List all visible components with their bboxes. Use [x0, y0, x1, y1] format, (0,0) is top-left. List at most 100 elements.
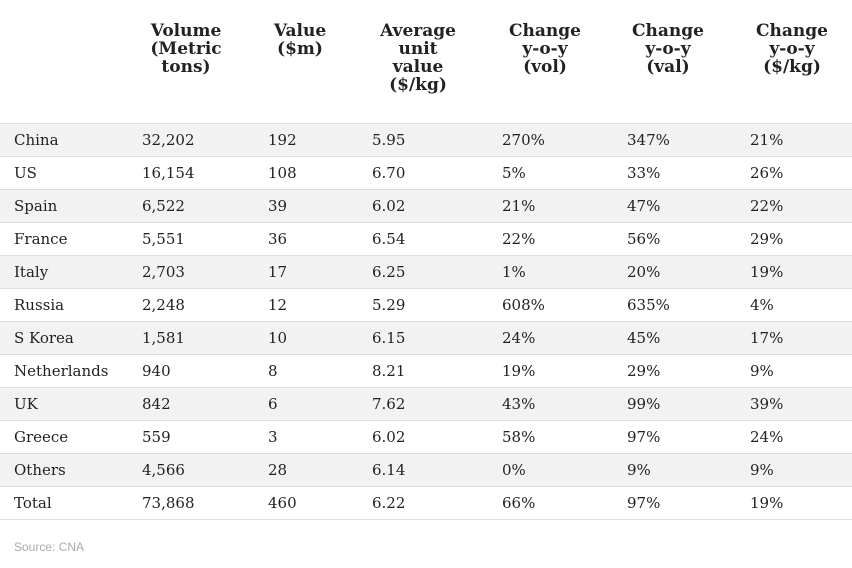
cell-change-vol: 22%: [502, 230, 536, 248]
table-row: China 32,202 192 5.95 270% 347% 21%: [0, 124, 852, 157]
cell-unit-value: 6.02: [372, 428, 406, 446]
cell-change-val: 47%: [627, 197, 661, 215]
header-unit-value: Average unit value ($/kg): [380, 21, 456, 95]
table-row: Netherlands 940 8 8.21 19% 29% 9%: [0, 355, 852, 388]
header-value: Value ($m): [273, 21, 327, 59]
cell-volume: 1,581: [142, 329, 185, 347]
cell-country: US: [14, 164, 37, 182]
cell-change-vol: 58%: [502, 428, 536, 446]
cell-country: France: [14, 230, 68, 248]
cell-value: 108: [268, 164, 297, 182]
cell-change-vol: 66%: [502, 494, 536, 512]
cell-change-kg: 39%: [750, 395, 784, 413]
cell-unit-value: 5.29: [372, 296, 406, 314]
cell-change-kg: 29%: [750, 230, 784, 248]
table-row: France 5,551 36 6.54 22% 56% 29%: [0, 223, 852, 256]
cell-unit-value: 6.02: [372, 197, 406, 215]
cell-change-vol: 270%: [502, 131, 545, 149]
table-header: Volume (Metric tons) Value ($m) Average …: [0, 0, 852, 124]
cell-country: Spain: [14, 197, 58, 215]
cell-value: 6: [268, 395, 278, 413]
cell-country: Italy: [14, 263, 49, 281]
cell-change-kg: 9%: [750, 461, 774, 479]
cell-volume: 2,248: [142, 296, 185, 314]
cell-volume: 5,551: [142, 230, 185, 248]
cell-unit-value: 6.70: [372, 164, 406, 182]
cell-change-val: 56%: [627, 230, 661, 248]
cell-value: 39: [268, 197, 288, 215]
cell-change-kg: 9%: [750, 362, 774, 380]
cell-change-vol: 43%: [502, 395, 536, 413]
cell-volume: 73,868: [142, 494, 195, 512]
cell-volume: 32,202: [142, 131, 195, 149]
cell-value: 12: [268, 296, 288, 314]
table-row: Total 73,868 460 6.22 66% 97% 19%: [0, 487, 852, 520]
cell-change-vol: 24%: [502, 329, 536, 347]
table-row: Italy 2,703 17 6.25 1% 20% 19%: [0, 256, 852, 289]
header-change-vol: Change y-o-y (vol): [509, 21, 581, 77]
cell-country: Greece: [14, 428, 69, 446]
header-change-kg: Change y-o-y ($/kg): [756, 21, 828, 77]
table-row: Russia 2,248 12 5.29 608% 635% 4%: [0, 289, 852, 322]
cell-volume: 2,703: [142, 263, 185, 281]
table-row: Greece 559 3 6.02 58% 97% 24%: [0, 421, 852, 454]
cell-value: 36: [268, 230, 288, 248]
cell-change-val: 33%: [627, 164, 661, 182]
cell-value: 8: [268, 362, 278, 380]
cell-change-val: 99%: [627, 395, 661, 413]
cell-change-kg: 19%: [750, 494, 784, 512]
table-row: US 16,154 108 6.70 5% 33% 26%: [0, 157, 852, 190]
cell-change-vol: 5%: [502, 164, 526, 182]
cell-change-vol: 21%: [502, 197, 536, 215]
cell-volume: 842: [142, 395, 171, 413]
table-row: UK 842 6 7.62 43% 99% 39%: [0, 388, 852, 421]
cell-change-val: 97%: [627, 428, 661, 446]
cell-country: Netherlands: [14, 362, 109, 380]
cell-change-val: 29%: [627, 362, 661, 380]
cell-change-kg: 4%: [750, 296, 774, 314]
source-note: Source: CNA: [14, 540, 85, 554]
header-volume: Volume (Metric tons): [150, 21, 222, 77]
data-table: Volume (Metric tons) Value ($m) Average …: [0, 0, 852, 520]
cell-country: UK: [14, 395, 38, 413]
cell-value: 10: [268, 329, 288, 347]
cell-unit-value: 7.62: [372, 395, 406, 413]
cell-change-kg: 22%: [750, 197, 784, 215]
cell-change-kg: 24%: [750, 428, 784, 446]
cell-unit-value: 6.14: [372, 461, 406, 479]
cell-change-vol: 0%: [502, 461, 526, 479]
cell-change-vol: 19%: [502, 362, 536, 380]
cell-volume: 559: [142, 428, 171, 446]
cell-unit-value: 6.25: [372, 263, 406, 281]
cell-change-val: 347%: [627, 131, 670, 149]
cell-unit-value: 8.21: [372, 362, 406, 380]
cell-change-kg: 17%: [750, 329, 784, 347]
cell-country: Others: [14, 461, 66, 479]
cell-unit-value: 6.54: [372, 230, 406, 248]
cell-volume: 6,522: [142, 197, 185, 215]
cell-value: 192: [268, 131, 297, 149]
cell-country: Total: [14, 494, 52, 512]
cell-change-vol: 608%: [502, 296, 545, 314]
cell-country: China: [14, 131, 59, 149]
cell-change-val: 45%: [627, 329, 661, 347]
cell-change-kg: 19%: [750, 263, 784, 281]
cell-volume: 4,566: [142, 461, 185, 479]
cell-change-val: 97%: [627, 494, 661, 512]
cell-unit-value: 5.95: [372, 131, 406, 149]
cell-value: 460: [268, 494, 297, 512]
cell-country: S Korea: [14, 329, 74, 347]
cell-value: 28: [268, 461, 288, 479]
cell-volume: 16,154: [142, 164, 195, 182]
table-row: Spain 6,522 39 6.02 21% 47% 22%: [0, 190, 852, 223]
header-change-val: Change y-o-y (val): [632, 21, 704, 77]
cell-country: Russia: [14, 296, 65, 314]
cell-change-val: 635%: [627, 296, 670, 314]
cell-value: 17: [268, 263, 288, 281]
table-body: China 32,202 192 5.95 270% 347% 21% US 16,154 108…: [0, 124, 852, 520]
cell-change-vol: 1%: [502, 263, 526, 281]
cell-change-kg: 26%: [750, 164, 784, 182]
cell-change-val: 20%: [627, 263, 661, 281]
table-row: Others 4,566 28 6.14 0% 9% 9%: [0, 454, 852, 487]
cell-value: 3: [268, 428, 278, 446]
